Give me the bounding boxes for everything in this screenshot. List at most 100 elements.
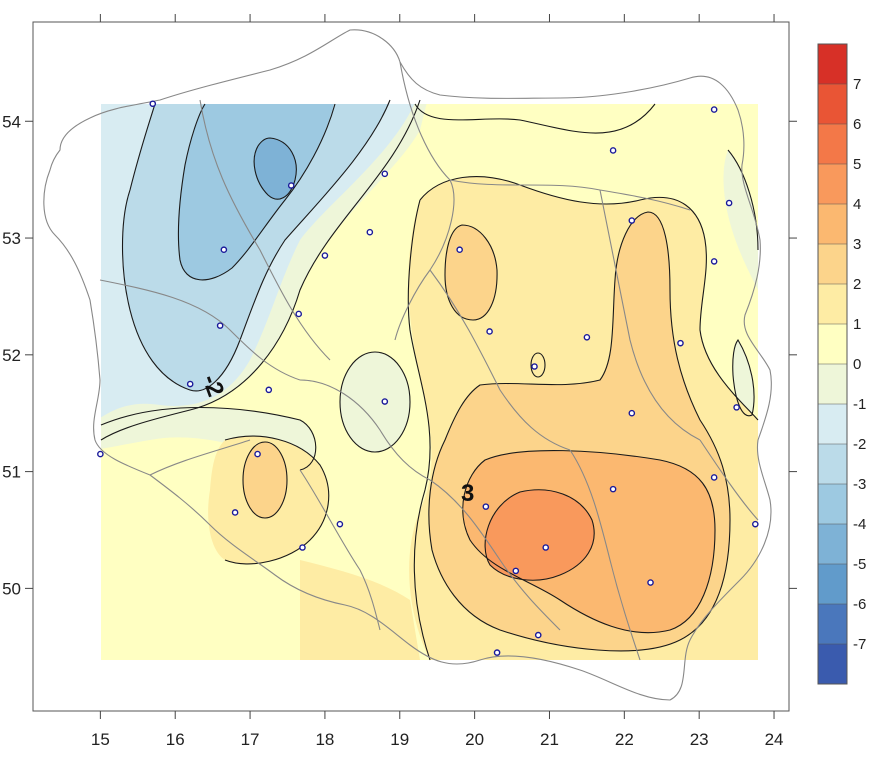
y-tick-label: 54	[2, 112, 21, 131]
station-marker	[456, 246, 463, 254]
y-tick-label: 53	[2, 229, 21, 248]
field-zone-plus2-west	[243, 442, 287, 518]
station-marker	[186, 380, 194, 388]
contour-line	[732, 339, 755, 417]
colorbar-label: 2	[853, 276, 861, 293]
station-marker	[287, 182, 295, 189]
station-marker	[493, 649, 501, 656]
region-border	[99, 279, 301, 381]
contour-line	[530, 352, 546, 378]
x-tick-label: 23	[690, 730, 709, 749]
x-tick-label: 24	[765, 730, 784, 749]
x-tick-label: 15	[91, 730, 110, 749]
station-marker	[381, 170, 389, 178]
station-marker	[542, 544, 550, 551]
colorbar-segment	[818, 484, 847, 525]
contour-line	[121, 99, 391, 392]
contour-line	[419, 176, 759, 421]
contour-line	[407, 199, 431, 661]
contour-line	[428, 211, 731, 652]
x-tick-label: 21	[540, 730, 559, 749]
region-border	[299, 379, 431, 481]
region-border	[394, 61, 455, 341]
station-marker	[628, 217, 636, 224]
station-marker	[482, 503, 490, 510]
region-border	[569, 449, 641, 661]
colorbar-segment	[818, 604, 847, 645]
colorbar-segment	[818, 84, 847, 125]
y-tick-label: 50	[2, 579, 21, 598]
station-marker	[321, 252, 329, 259]
field-zone-minus5	[254, 138, 297, 200]
region-border	[429, 269, 571, 451]
colorbar-label: -1	[853, 396, 866, 413]
colorbar-label: 7	[853, 76, 861, 93]
region-border	[599, 189, 701, 441]
station-marker	[609, 485, 617, 493]
field-zone-minus1-south	[101, 406, 315, 470]
x-tick-label: 18	[315, 730, 334, 749]
colorbar-label: 6	[853, 116, 861, 133]
colorbar-segment	[818, 44, 847, 85]
x-tick-label: 19	[390, 730, 409, 749]
colorbar-segment	[818, 244, 847, 285]
colorbar-segment	[818, 524, 847, 565]
colorbar-segment	[818, 324, 847, 365]
contour-line	[177, 103, 336, 281]
station-marker	[677, 339, 684, 347]
x-tick-label: 20	[465, 730, 484, 749]
contour-line	[462, 450, 716, 634]
station-marker	[710, 474, 718, 481]
station-marker	[254, 450, 261, 458]
station-marker	[725, 199, 733, 207]
colorbar-label: -6	[853, 596, 866, 613]
station-marker	[512, 567, 520, 575]
station-marker	[752, 520, 759, 528]
contour-line	[414, 103, 656, 134]
station-marker	[710, 258, 718, 265]
colorbar-label: -3	[853, 476, 866, 493]
colorbar-segment	[818, 564, 847, 605]
contour-line	[224, 435, 330, 565]
field-zone-minus1-east	[723, 150, 758, 290]
station-marker	[628, 409, 636, 417]
colorbar-segment	[818, 364, 847, 405]
station-marker	[381, 398, 389, 405]
colorbar-segment	[818, 644, 847, 685]
station-marker	[149, 100, 157, 108]
colorbar-label: 0	[853, 356, 861, 373]
station-marker	[531, 363, 538, 370]
borders	[43, 29, 772, 701]
contour-line	[253, 137, 297, 200]
colorbar-segment	[818, 204, 847, 245]
colorbar-segment	[818, 444, 847, 485]
colorbar-label: 5	[853, 156, 861, 173]
contour-line	[339, 351, 411, 453]
field-zone-minus1-se	[732, 340, 755, 416]
stations	[97, 100, 759, 656]
colorbar-segment	[818, 124, 847, 165]
colorbar-label: 1	[853, 316, 861, 333]
station-marker	[583, 334, 591, 341]
station-marker	[97, 450, 104, 458]
contour-lines	[100, 99, 759, 661]
station-marker	[710, 106, 718, 113]
colorbar-label: -2	[853, 436, 866, 453]
station-marker	[609, 147, 617, 154]
contour-line	[242, 441, 288, 519]
contour-line	[100, 407, 317, 471]
station-marker	[299, 544, 306, 551]
contour-line	[727, 149, 759, 251]
y-axis: 50 51 52 53 54	[2, 112, 797, 598]
station-marker	[231, 509, 239, 516]
x-tick-label: 22	[615, 730, 634, 749]
region-border	[699, 439, 759, 521]
station-marker	[733, 404, 740, 411]
contour-label: 3	[461, 480, 474, 507]
station-marker	[486, 328, 493, 335]
colorbar-segment	[818, 404, 847, 445]
station-marker	[265, 386, 273, 394]
x-tick-label: 16	[166, 730, 185, 749]
station-marker	[366, 228, 374, 236]
